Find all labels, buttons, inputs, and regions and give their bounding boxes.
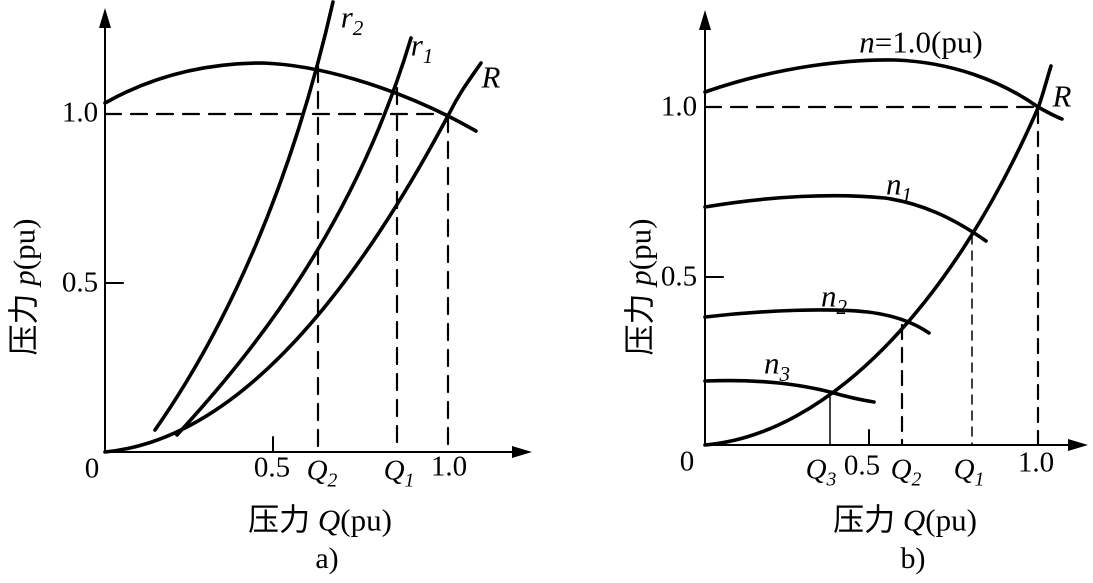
x-axis-title-a: 压力 Q(pu) — [248, 502, 392, 538]
curve-label-r2-a: r2 — [340, 0, 364, 40]
pump-curve-a — [103, 61, 478, 133]
y-tick-label-1.0-a: 1.0 — [61, 96, 99, 129]
x-axis-arrow-b — [1068, 439, 1088, 451]
x-tick-label-1.0-a: 1.0 — [430, 450, 468, 483]
y-tick-label-1.0-b: 1.0 — [660, 90, 698, 123]
resistance-curve-R-a — [103, 61, 483, 454]
x-tick-label-0-a: 0 — [84, 452, 100, 485]
y-axis-arrow-b — [699, 10, 711, 30]
pump-curve-n1-b — [703, 193, 988, 243]
y-tick-label-0.5-a: 0.5 — [61, 266, 99, 299]
pump-curve-n2-b — [703, 308, 931, 335]
y-axis-title-b: 压力 p(pu) — [622, 218, 658, 356]
x-tick-label-0.5-b: 0.5 — [843, 449, 881, 482]
x-tick-label-0-b: 0 — [679, 445, 695, 478]
x-tick-label-Q3-b: Q3 — [805, 453, 837, 491]
x-tick-label-Q2-a: Q2 — [306, 454, 338, 492]
x-axis-title-b: 压力 Q(pu) — [833, 502, 977, 538]
curve-label-n1-b: n1 — [885, 166, 913, 207]
x-tick-label-Q2-b: Q2 — [890, 453, 922, 491]
pump-curve-n3-b — [703, 378, 876, 404]
curve-label-n1.0-b: n=1.0(pu) — [859, 24, 983, 60]
curve-label-R-a: R — [481, 59, 501, 95]
x-tick-label-Q1-a: Q1 — [383, 454, 415, 492]
curve-label-n2-b: n2 — [820, 278, 848, 319]
y-axis-title-a: 压力 p(pu) — [6, 218, 42, 356]
x-tick-label-0.5-a: 0.5 — [253, 451, 291, 484]
y-tick-label-0.5-b: 0.5 — [660, 260, 698, 293]
curve-label-r1-a: r1 — [410, 27, 434, 68]
curve-label-R-b: R — [1052, 78, 1072, 114]
x-tick-label-1.0-b: 1.0 — [1017, 446, 1055, 479]
resistance-curve-r1-a — [175, 36, 413, 437]
resistance-curve-R-b — [703, 64, 1053, 447]
panel-caption-a: a) — [315, 542, 339, 575]
pump-curve-n1.0-b — [703, 58, 1064, 121]
panel-caption-b: b) — [900, 542, 926, 575]
curve-label-n3-b: n3 — [763, 345, 791, 386]
y-axis-arrow-a — [99, 8, 111, 28]
x-axis-arrow-a — [512, 446, 532, 458]
x-tick-label-Q1-b: Q1 — [953, 453, 985, 491]
resistance-curve-r2-a — [153, 0, 335, 432]
